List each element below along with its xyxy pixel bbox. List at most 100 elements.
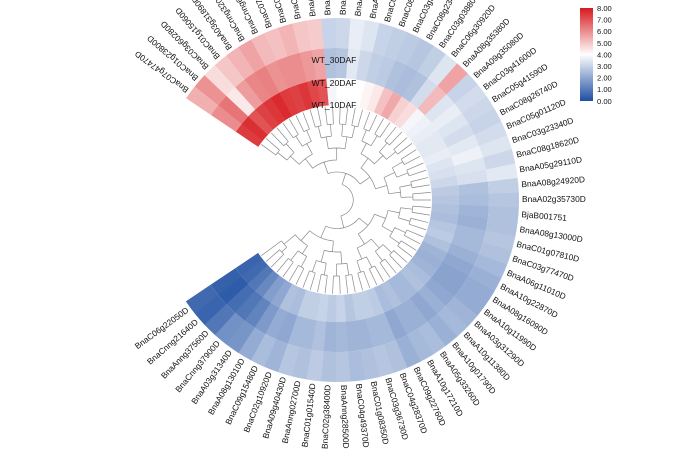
heatmap-cell-wt_10daf-62 — [235, 252, 263, 277]
heatmap-cell-wt_10daf-1 — [241, 116, 268, 141]
heatmap-cell-wt_20daf-16 — [375, 55, 397, 88]
gene-label: BnaAnng28500D — [339, 385, 351, 449]
heatmap-cell-wt_20daf-3 — [235, 79, 264, 110]
heatmap-cell-wt_10daf-2 — [248, 109, 274, 135]
colorbar: 8.00 7.00 6.00 5.00 4.00 3.00 2.00 1.00 … — [580, 4, 612, 106]
heatmap-cell-wt_30daf-11 — [321, 18, 337, 49]
heatmap-cell-wt_10daf-32 — [431, 203, 459, 216]
heatmap-cell-wt_10daf-28 — [428, 165, 457, 182]
colorbar-tick-5: 3.00 — [597, 62, 612, 71]
heatmap-cell-wt_10daf-58 — [262, 275, 286, 303]
heatmap-cell-wt_20daf-57 — [254, 302, 280, 334]
heatmap-cell-wt_20daf-4 — [244, 72, 272, 104]
heatmap-cell-wt_10daf-53 — [306, 292, 322, 321]
heatmap-cell-wt_10daf-42 — [393, 271, 418, 299]
heatmap-cell-wt_10daf-44 — [380, 280, 402, 309]
heatmap-cell-wt_10daf-17 — [373, 87, 394, 116]
dendrogram-branches — [261, 106, 431, 294]
heatmap-cell-wt_30daf-14 — [360, 20, 381, 53]
heatmap-cell-wt_10daf-26 — [422, 147, 452, 167]
heatmap-cell-wt_20daf-61 — [218, 275, 249, 305]
heatmap-cell-wt_30daf-17 — [395, 32, 422, 66]
heatmap-cell-wt_30daf-40 — [446, 296, 478, 327]
heatmap-cell-wt_30daf-27 — [479, 135, 512, 158]
heatmap-cell-wt_20daf-60 — [226, 283, 256, 313]
heatmap-cell-wt_30daf-7 — [264, 27, 289, 61]
heatmap-cell-wt_30daf-15 — [372, 23, 395, 56]
heatmap-cell-wt_10daf-61 — [241, 259, 268, 284]
heatmap-cell-wt_10daf-12 — [336, 77, 347, 106]
heatmap-cell-wt_30daf-45 — [395, 334, 421, 368]
heatmap-cell-wt_10daf-43 — [387, 276, 410, 304]
heatmap-cell-wt_20daf-45 — [383, 308, 408, 341]
heatmap-cell-wt_30daf-16 — [384, 27, 408, 61]
heatmap-cell-wt_30daf-4 — [226, 46, 255, 80]
gene-label: BnaC09g47410D — [337, 0, 349, 15]
heatmap-cell-wt_10daf-33 — [430, 211, 459, 225]
heatmap-cell-wt_20daf-42 — [409, 291, 438, 323]
heatmap-cell-wt_30daf-42 — [427, 314, 458, 347]
heatmap-cell-wt_30daf-52 — [306, 349, 324, 382]
heatmap-cell-wt_10daf-51 — [326, 294, 337, 322]
heatmap-cell-wt_30daf-34 — [482, 230, 516, 252]
heatmap-cell-wt_10daf-16 — [366, 84, 385, 113]
heatmap-cell-wt_10daf-3 — [255, 102, 280, 130]
gene-label: BnaA04g00700D — [320, 0, 333, 15]
heatmap-cell-wt_10daf-40 — [405, 260, 432, 286]
heatmap-cell-wt_10daf-38 — [414, 247, 443, 270]
gene-label: BnaA08g24920D — [521, 174, 585, 189]
heatmap-cell-wt_20daf-51 — [323, 321, 337, 352]
heatmap-cell-wt_10daf-39 — [410, 254, 438, 278]
heatmap-cells — [185, 17, 519, 382]
heatmap-cell-wt_10daf-50 — [335, 294, 347, 322]
colorbar-tick-8: 0.00 — [597, 97, 612, 106]
heatmap-cell-wt_20daf-36 — [446, 243, 480, 266]
heatmap-cell-wt_20daf-59 — [234, 290, 263, 321]
colorbar-tick-1: 7.00 — [597, 16, 612, 25]
heatmap-cell-wt_30daf-0 — [186, 85, 219, 116]
heatmap-cell-wt_30daf-19 — [417, 45, 447, 79]
heatmap-cell-wt_10daf-6 — [279, 88, 300, 117]
heatmap-cell-wt_30daf-44 — [406, 328, 434, 362]
heatmap-cell-wt_20daf-47 — [365, 315, 385, 348]
heatmap-cell-wt_10daf-60 — [247, 264, 274, 291]
colorbar-tick-4: 4.00 — [597, 50, 612, 59]
heatmap-cell-wt_20daf-46 — [374, 312, 396, 345]
heatmap-cell-wt_20daf-14 — [355, 49, 373, 82]
heatmap-cell-wt_30daf-46 — [383, 340, 408, 374]
heatmap-cell-wt_10daf-8 — [297, 81, 314, 111]
heatmap-cell-wt_20daf-26 — [447, 134, 480, 157]
heatmap-cell-wt_10daf-11 — [326, 78, 337, 106]
heatmap-cell-wt_10daf-31 — [431, 195, 459, 206]
heatmap-cell-wt_10daf-56 — [279, 283, 300, 312]
heatmap-cell-wt_10daf-54 — [297, 289, 314, 319]
heatmap-cell-wt_30daf-24 — [461, 96, 495, 125]
heatmap-cell-wt_30daf-3 — [214, 55, 245, 88]
heatmap-cell-wt_10daf-15 — [359, 81, 376, 110]
heatmap-cell-wt_20daf-1 — [218, 95, 249, 124]
heatmap-cell-wt_20daf-25 — [442, 123, 475, 148]
gene-label: BnaA02g35730D — [522, 194, 586, 204]
heatmap-cell-wt_10daf-14 — [351, 79, 366, 108]
heatmap-cell-wt_20daf-33 — [456, 214, 488, 231]
heatmap-cell-wt_20daf-17 — [384, 59, 408, 92]
heatmap-cell-wt_20daf-2 — [226, 86, 256, 117]
heatmap-cell-wt_10daf-36 — [422, 233, 452, 253]
heatmap-cell-wt_10daf-27 — [425, 156, 455, 174]
heatmap-cell-wt_20daf-22 — [424, 94, 455, 123]
colorbar-tick-2: 6.00 — [597, 27, 612, 36]
heatmap-cell-wt_30daf-61 — [194, 294, 227, 325]
heatmap-cell-wt_20daf-6 — [265, 60, 289, 93]
ring-labels: WT_30DAF WT_20DAF WT_10DAF — [312, 55, 357, 110]
heatmap-cell-wt_20daf-21 — [417, 85, 447, 116]
heatmap-cell-wt_10daf-30 — [431, 185, 459, 197]
ring-label-middle: WT_20DAF — [312, 78, 357, 88]
heatmap-cell-wt_20daf-38 — [437, 261, 469, 287]
heatmap-cell-wt_30daf-18 — [407, 38, 435, 72]
gene-label: BnaA05g29110D — [519, 154, 583, 174]
heatmap-cell-wt_20daf-15 — [365, 52, 385, 85]
heatmap-cell-wt_10daf-45 — [373, 284, 394, 313]
heatmap-cell-wt_20daf-7 — [276, 56, 298, 89]
heatmap-cell-wt_20daf-48 — [355, 318, 373, 351]
